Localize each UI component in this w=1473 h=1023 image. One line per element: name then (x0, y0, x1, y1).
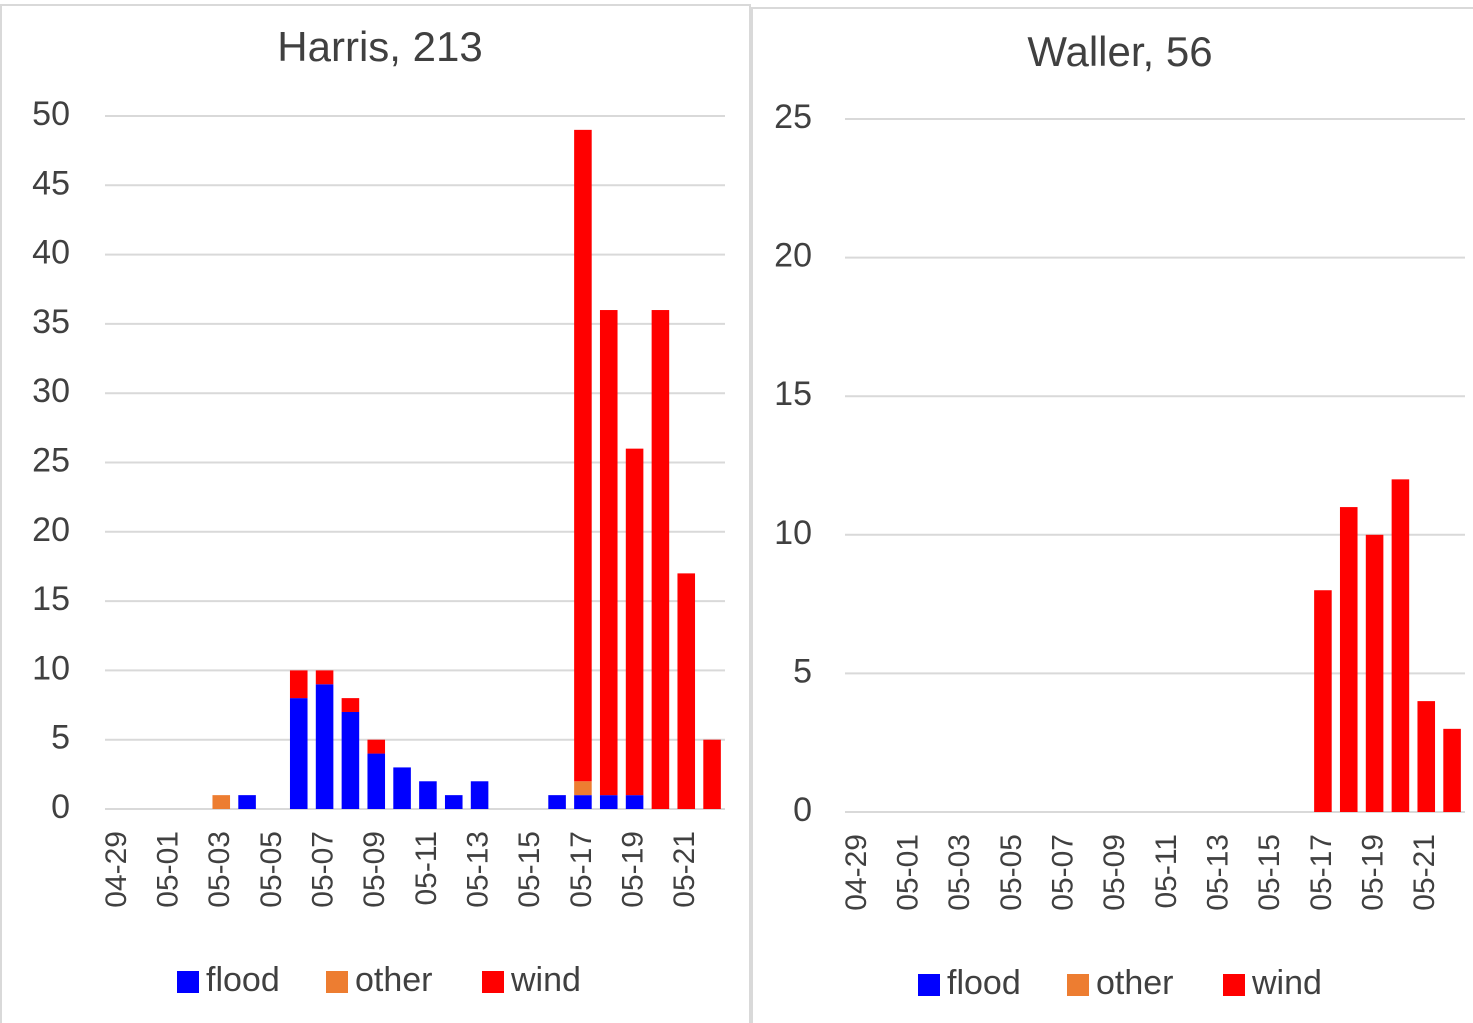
y-tick-label: 10 (32, 649, 70, 687)
legend-label: flood (206, 961, 280, 999)
bar-segment (599, 310, 618, 796)
bar-segment (1417, 701, 1436, 812)
bar-segment (625, 795, 644, 809)
bar-segment (599, 795, 618, 809)
x-tick-label: 04-29 (100, 831, 133, 908)
panel-border (0, 4, 751, 1023)
x-tick-label: 05-19 (1357, 834, 1390, 911)
y-tick-label: 5 (51, 719, 70, 757)
x-tick-label: 05-17 (565, 831, 598, 908)
x-tick-label: 05-13 (1202, 834, 1235, 911)
legend-swatch (918, 974, 940, 996)
bar-segment (419, 781, 437, 809)
x-tick-label: 05-07 (307, 831, 340, 908)
bar-segment (1339, 507, 1358, 812)
bar-segment (470, 781, 489, 809)
chart-title: Harris, 213 (277, 23, 482, 70)
x-tick-label: 05-21 (668, 831, 701, 908)
bar-segment (1391, 479, 1410, 812)
legend-swatch (1067, 974, 1089, 996)
y-tick-label: 10 (774, 514, 812, 552)
legend-label: wind (510, 961, 581, 999)
legend-label: other (1096, 964, 1174, 1002)
panel-border (751, 7, 1473, 1023)
bar-segment (1365, 534, 1384, 812)
x-tick-label: 05-09 (358, 831, 391, 908)
x-tick-label: 05-13 (462, 831, 495, 908)
y-tick-label: 15 (32, 580, 70, 618)
bar-segment (574, 781, 592, 796)
x-tick-label: 05-03 (943, 834, 976, 911)
bar-segment (367, 739, 386, 754)
bar-segment (574, 129, 592, 782)
x-tick-label: 05-11 (1150, 834, 1183, 909)
legend-swatch (1223, 974, 1245, 996)
y-tick-label: 0 (51, 788, 70, 826)
y-tick-label: 45 (32, 164, 70, 202)
y-tick-label: 25 (32, 441, 70, 479)
legend-label: flood (947, 964, 1021, 1002)
bar-segment (703, 739, 721, 809)
legend-swatch (326, 971, 348, 993)
y-tick-label: 20 (774, 237, 812, 275)
bar-segment (651, 310, 670, 809)
x-tick-label: 05-05 (255, 831, 288, 908)
x-tick-label: 05-07 (1047, 834, 1080, 911)
y-tick-label: 30 (32, 372, 70, 410)
x-tick-label: 05-15 (1253, 834, 1286, 911)
bar-segment (444, 795, 463, 809)
x-tick-label: 05-17 (1305, 834, 1338, 911)
x-tick-label: 05-19 (617, 831, 650, 908)
legend-swatch (482, 971, 504, 993)
bar-segment (289, 670, 308, 699)
y-tick-label: 25 (774, 98, 812, 136)
bar-segment (574, 795, 592, 809)
x-tick-label: 04-29 (840, 834, 873, 911)
bar-segment (212, 795, 231, 809)
bar-segment (1314, 590, 1332, 812)
bar-segment (341, 711, 360, 809)
bar-segment (238, 795, 256, 809)
x-tick-label: 05-03 (203, 831, 236, 908)
y-tick-label: 0 (793, 791, 812, 829)
y-tick-label: 35 (32, 303, 70, 341)
x-tick-label: 05-01 (152, 831, 185, 908)
y-tick-label: 50 (32, 95, 70, 133)
legend-label: wind (1251, 964, 1322, 1002)
bar-segment (548, 795, 566, 809)
x-tick-label: 05-05 (995, 834, 1028, 911)
y-tick-label: 5 (793, 652, 812, 690)
bar-segment (393, 767, 411, 809)
x-tick-label: 05-15 (513, 831, 546, 908)
bar-segment (315, 670, 334, 685)
bar-segment (341, 698, 360, 712)
x-tick-label: 05-21 (1408, 834, 1441, 911)
bar-segment (1443, 728, 1461, 812)
bar-segment (315, 684, 334, 809)
bar-segment (289, 698, 308, 809)
bar-segment (625, 448, 644, 796)
bar-segment (677, 573, 696, 809)
x-tick-label: 05-11 (410, 831, 443, 906)
y-tick-label: 20 (32, 511, 70, 549)
x-tick-label: 05-09 (1098, 834, 1131, 911)
y-tick-label: 15 (774, 375, 812, 413)
bar-segment (367, 753, 386, 809)
legend-swatch (177, 971, 199, 993)
chart-title: Waller, 56 (1027, 28, 1212, 75)
x-tick-label: 05-01 (892, 834, 925, 911)
legend-label: other (355, 961, 433, 999)
y-tick-label: 40 (32, 234, 70, 272)
